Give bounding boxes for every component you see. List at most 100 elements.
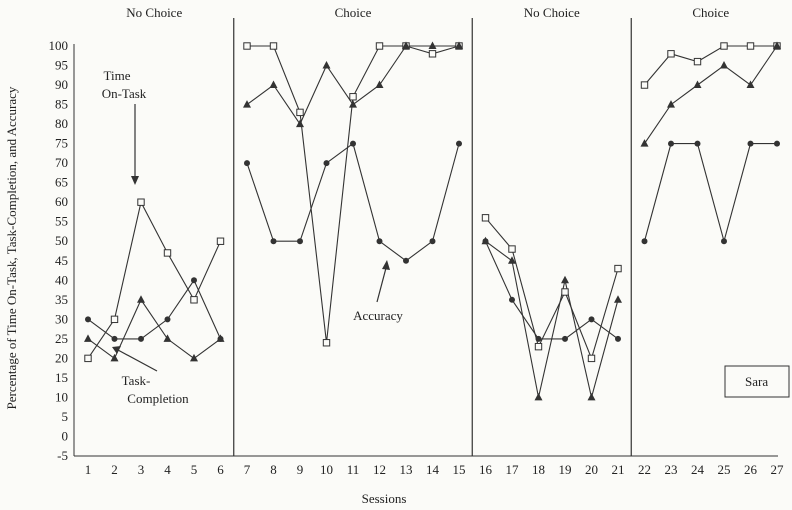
y-tick-label: 95: [55, 58, 68, 73]
y-tick-label: 40: [55, 272, 68, 287]
accuracy-annotation: Accuracy: [353, 308, 403, 323]
circle-series-line: [87, 279, 222, 340]
triangle-marker: [455, 41, 463, 49]
x-tick-label: 8: [270, 462, 277, 477]
x-axis-title: Sessions: [362, 491, 407, 506]
circle-series-line: [643, 143, 777, 244]
circle-marker: [403, 257, 409, 264]
triangle-marker: [137, 295, 145, 303]
circle-marker: [217, 335, 224, 342]
square-marker: [720, 42, 728, 50]
phase-label: No Choice: [126, 5, 182, 20]
circle-marker: [429, 238, 436, 245]
triangle-marker: [110, 353, 119, 362]
triangle-marker: [190, 353, 198, 362]
circle-marker: [270, 238, 277, 245]
square-marker: [640, 81, 649, 89]
circle-marker: [721, 238, 727, 245]
x-tick-label: 15: [453, 462, 466, 477]
x-tick-label: 12: [373, 462, 386, 477]
y-tick-label: 55: [55, 214, 68, 229]
square-marker: [614, 264, 622, 273]
phase-label: Choice: [335, 5, 372, 20]
x-tick-label: 10: [320, 462, 333, 477]
y-tick-label: 45: [55, 253, 68, 268]
triangle-marker: [428, 41, 437, 49]
triangle-marker: [375, 80, 384, 89]
circle-marker: [297, 238, 303, 245]
y-tick-label: 50: [55, 233, 68, 248]
circle-marker: [85, 316, 91, 323]
circle-marker: [191, 277, 197, 284]
x-tick-label: 25: [718, 462, 731, 477]
circle-marker: [138, 335, 144, 342]
triangle-marker: [402, 41, 410, 49]
circle-marker: [588, 316, 595, 323]
y-tick-label: 15: [55, 370, 68, 385]
square-marker: [216, 237, 225, 245]
triangle-marker: [587, 392, 596, 401]
triangle-marker: [243, 100, 251, 108]
task-completion-arrow: [112, 346, 158, 372]
x-tick-label: 6: [217, 462, 224, 477]
triangle-marker: [534, 392, 543, 401]
circle-marker: [615, 335, 621, 342]
phase-change-lines: [233, 18, 632, 456]
triangle-series-line: [246, 45, 459, 126]
circle-marker: [774, 140, 780, 147]
series-lines: [87, 45, 778, 398]
triangle-marker: [349, 100, 357, 108]
triangle-marker: [561, 275, 569, 284]
x-tick-label: 13: [400, 462, 413, 477]
triangle-series-line: [87, 298, 221, 360]
circle-marker: [323, 160, 330, 167]
y-tick-label: 30: [55, 311, 68, 326]
y-axis-title: Percentage of Time On-Task, Task-Complet…: [4, 86, 19, 409]
data-markers: [84, 41, 781, 401]
triangle-marker: [746, 80, 755, 89]
triangle-marker: [322, 61, 331, 69]
circle-marker: [668, 140, 674, 147]
square-marker: [428, 50, 437, 58]
square-series-line: [247, 45, 460, 343]
x-tick-label: 3: [138, 462, 145, 477]
time-on-task-annotation-line2: On-Task: [102, 86, 147, 101]
triangle-series-line: [644, 45, 778, 144]
square-series-line: [87, 200, 222, 359]
square-marker: [587, 354, 596, 363]
y-tick-labels: 1009590858075706560555045403530252015105…: [49, 38, 69, 463]
x-tick-label: 21: [612, 462, 625, 477]
x-tick-label: 18: [532, 462, 545, 477]
y-tick-label: 70: [55, 155, 68, 170]
square-marker: [534, 342, 543, 351]
square-marker: [243, 42, 251, 50]
y-tick-label: 25: [55, 331, 68, 346]
square-marker: [163, 249, 172, 257]
circle-marker: [509, 296, 515, 303]
triangle-marker: [640, 139, 649, 147]
triangle-marker: [720, 61, 728, 69]
triangle-marker: [773, 41, 781, 49]
y-tick-label: 85: [55, 97, 68, 112]
circle-marker: [456, 140, 462, 147]
circle-marker: [694, 140, 701, 147]
accuracy-arrow: [376, 260, 390, 303]
square-marker: [190, 296, 198, 304]
x-tick-label: 24: [691, 462, 705, 477]
square-marker: [137, 198, 145, 206]
square-marker: [322, 339, 331, 347]
triangle-marker: [84, 334, 92, 342]
x-tick-label: 22: [638, 462, 651, 477]
circle-marker: [244, 160, 250, 167]
square-marker: [84, 354, 92, 363]
square-marker: [746, 42, 755, 50]
square-marker: [508, 245, 516, 253]
y-tick-label: 100: [49, 38, 69, 53]
square-marker: [667, 50, 675, 58]
x-tick-label: 9: [297, 462, 304, 477]
y-tick-label: 80: [55, 116, 68, 131]
x-tick-labels: 1 2 3 4 5 6 7 8 9 10 11 12 13 14 15 16 17 18 19 20 21 22 23 24 2…: [85, 462, 784, 477]
participant-name: Sara: [745, 374, 768, 389]
circle-marker: [562, 335, 568, 342]
